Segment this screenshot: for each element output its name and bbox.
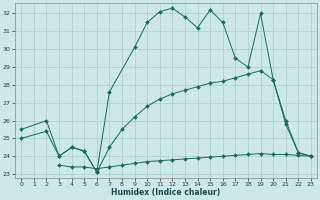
X-axis label: Humidex (Indice chaleur): Humidex (Indice chaleur)	[111, 188, 221, 197]
